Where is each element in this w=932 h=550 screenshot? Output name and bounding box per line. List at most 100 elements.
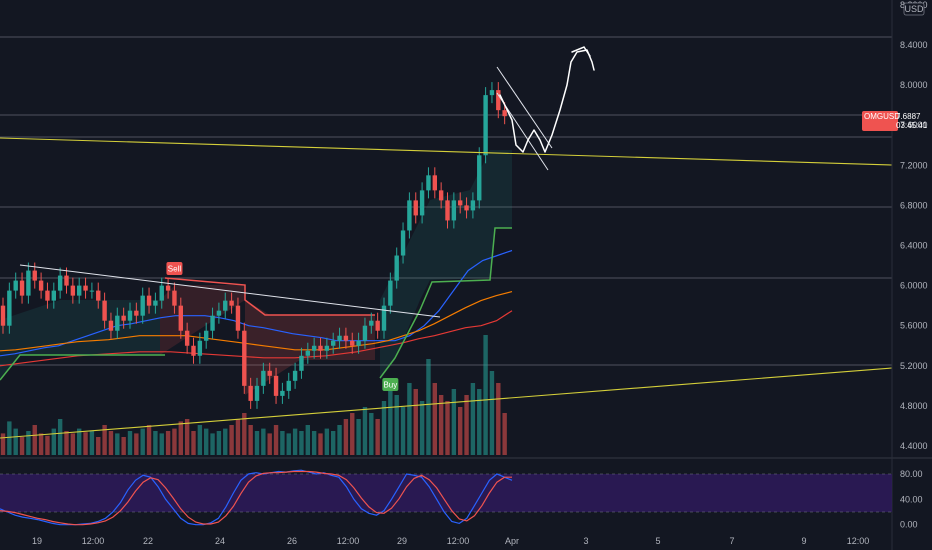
volume-bar <box>280 431 285 455</box>
time-tick-label: 3 <box>583 536 588 546</box>
sell-signal-badge <box>166 262 183 275</box>
candle-body <box>445 200 450 221</box>
price-tick-label: 8.4000 <box>900 40 928 50</box>
time-tick-label: 22 <box>143 536 153 546</box>
volume-bar <box>235 419 241 455</box>
candle-body <box>388 280 393 306</box>
candle-body <box>172 290 177 306</box>
stoch-tick-label: 80.00 <box>900 469 923 479</box>
supertrend-up-line <box>0 354 165 381</box>
buy-signal-label: Buy <box>383 381 397 390</box>
volume-bar <box>286 433 291 455</box>
time-tick-label: 12:00 <box>82 536 105 546</box>
volume-bar <box>7 421 12 455</box>
candle-body <box>216 310 222 316</box>
candle-body <box>318 345 323 351</box>
volume-bar <box>413 389 418 455</box>
stoch-tick-label: 40.00 <box>900 494 923 504</box>
volume-bar <box>381 401 387 455</box>
candle-body <box>108 320 114 331</box>
volume-bar <box>324 428 330 455</box>
candle-body <box>464 205 469 211</box>
candle-body <box>451 200 457 221</box>
volume-bar <box>216 431 222 455</box>
volume-bar <box>64 431 69 455</box>
supertrend-down-line <box>164 277 375 316</box>
candle-body <box>267 370 272 376</box>
volume-bar <box>26 431 31 455</box>
time-tick-label: 7 <box>729 536 734 546</box>
candle-body <box>470 200 476 211</box>
candle-body <box>102 300 107 321</box>
candle-body <box>115 315 120 331</box>
volume-bar <box>102 425 107 455</box>
candle-body <box>369 320 374 326</box>
currency-label: USD <box>904 4 924 14</box>
candle-body <box>400 230 406 256</box>
volume-bar <box>159 433 164 455</box>
yellow-trendline-lower[interactable] <box>0 367 893 439</box>
volume-bar <box>70 433 76 455</box>
candle-body <box>184 330 190 346</box>
candle-body <box>286 380 291 391</box>
candle-body <box>26 270 31 296</box>
time-tick-label: 26 <box>287 536 297 546</box>
candlesticks <box>0 82 507 409</box>
volume-bar <box>248 425 253 455</box>
volume-bar <box>483 335 488 455</box>
stoch-lines <box>0 469 513 526</box>
volume-bar <box>502 413 507 455</box>
currency-box[interactable] <box>903 2 925 16</box>
supertrend-lines <box>0 227 512 381</box>
supertrend-fill-down <box>245 300 375 395</box>
candle-body <box>32 270 37 281</box>
volume-bar <box>331 431 336 455</box>
time-tick-label: 12:00 <box>337 536 360 546</box>
time-tick-label: 5 <box>655 536 660 546</box>
candle-body <box>165 285 171 291</box>
volume-bar <box>197 425 203 455</box>
volume-bar <box>496 383 501 455</box>
time-tick-label: 24 <box>215 536 225 546</box>
stoch-ticks: 80.00 40.00 0.00 <box>900 469 923 530</box>
volume-bar <box>407 383 412 455</box>
volume-bar <box>273 425 279 455</box>
volume-bar <box>311 431 317 455</box>
volume-bar <box>451 389 457 455</box>
price-ticks: 8.80008.40008.00007.60007.20006.80006.40… <box>900 0 928 451</box>
price-tick-label: 7.2000 <box>900 160 928 170</box>
yellow-trendline-upper[interactable] <box>0 137 893 166</box>
drawings[interactable] <box>0 46 893 439</box>
volume-bar <box>153 431 158 455</box>
volume-bar <box>438 395 444 455</box>
volume-bar <box>172 428 177 455</box>
buy-signal-badge <box>382 378 399 391</box>
volume-bar <box>204 428 209 455</box>
volume-bar <box>77 428 82 455</box>
stochastic-pane: 80.00 40.00 0.00 <box>0 469 923 530</box>
white-trendline[interactable] <box>19 264 441 318</box>
candle-body <box>254 385 260 401</box>
volume-bar <box>489 371 495 455</box>
candle-body <box>121 315 126 321</box>
candle-body <box>343 335 349 341</box>
candle-body <box>426 175 431 191</box>
candle-body <box>496 90 501 111</box>
supertrend-fill-up <box>0 300 160 380</box>
candle-body <box>248 385 253 401</box>
candle-body <box>331 340 336 346</box>
hand-drawn-projection[interactable] <box>499 49 595 153</box>
candle-body <box>153 300 158 306</box>
candle-body <box>229 300 234 306</box>
candle-body <box>204 330 209 341</box>
volume-bar <box>305 425 310 455</box>
time-tick-label: 29 <box>397 536 407 546</box>
volume-bar <box>184 419 190 455</box>
ma-blue-line <box>0 249 513 357</box>
candle-body <box>178 305 183 331</box>
volume-bar <box>350 413 355 455</box>
flag-line-upper[interactable] <box>496 66 553 149</box>
volume-bar <box>318 433 323 455</box>
candle-body <box>197 340 203 356</box>
